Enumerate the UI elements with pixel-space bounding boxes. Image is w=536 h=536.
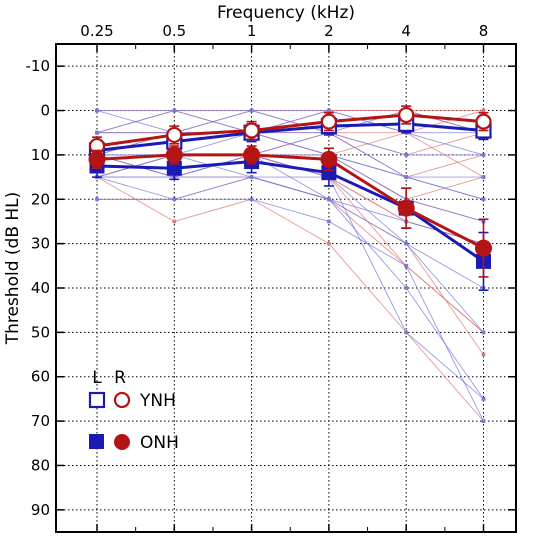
individual-left-point bbox=[327, 108, 331, 113]
ynh-right-point bbox=[398, 106, 415, 124]
y-tick-label: 80 bbox=[31, 456, 50, 474]
individual-left-point bbox=[172, 108, 177, 113]
legend-ynh-left-open-square bbox=[88, 391, 106, 409]
x-tick-label: 0.5 bbox=[162, 22, 186, 40]
x-tick-label: 2 bbox=[324, 22, 334, 40]
legend-header-right: R bbox=[114, 368, 126, 388]
legend: L R YNH ONH bbox=[88, 368, 179, 453]
onh-right-point bbox=[88, 150, 106, 168]
individual-right-line bbox=[96, 154, 484, 333]
y-tick-label: 70 bbox=[31, 412, 50, 430]
onh-right-point bbox=[320, 150, 338, 168]
individual-left-line bbox=[96, 176, 484, 400]
individual-left-line bbox=[96, 154, 484, 400]
individual-left-point bbox=[481, 419, 486, 423]
individual-right-point bbox=[172, 219, 177, 224]
ynh-right-point bbox=[320, 113, 337, 130]
y-tick-label: 60 bbox=[31, 368, 50, 386]
individual-left-line bbox=[97, 198, 484, 422]
ynh-right-point bbox=[243, 122, 260, 139]
individual-left-point bbox=[404, 175, 408, 179]
individual-left-point bbox=[404, 286, 408, 290]
individual-left-point bbox=[95, 130, 99, 135]
individual-left-point bbox=[404, 153, 408, 157]
y-tick-label: -10 bbox=[26, 57, 51, 75]
legend-onh-right-filled-circle bbox=[114, 434, 130, 450]
individual-left-point bbox=[327, 219, 331, 224]
individual-left-point bbox=[481, 197, 486, 202]
individual-left-point bbox=[95, 197, 99, 202]
individual-left-point bbox=[404, 241, 408, 246]
individual-left-point bbox=[481, 330, 486, 335]
x-tick-label: 0.25 bbox=[80, 22, 113, 40]
ynh-right-point bbox=[166, 126, 183, 144]
individual-left-point bbox=[249, 108, 254, 113]
individual-left-point bbox=[327, 197, 331, 202]
individual-left-line bbox=[96, 110, 484, 134]
onh-right-mean-line bbox=[96, 153, 485, 250]
x-axis-title: Frequency (kHz) bbox=[217, 3, 355, 23]
legend-onh-label: ONH bbox=[140, 433, 179, 453]
legend-header-left: L bbox=[92, 368, 102, 388]
y-tick-label: 90 bbox=[31, 501, 50, 519]
y-tick-label: 40 bbox=[31, 279, 50, 297]
onh-left-mean-line bbox=[96, 160, 485, 263]
onh-right-point bbox=[165, 146, 183, 164]
individual-left-point bbox=[404, 330, 408, 335]
individual-left-line bbox=[96, 110, 484, 134]
individual-right-point bbox=[326, 241, 331, 246]
y-axis-title: Threshold (dB HL) bbox=[3, 192, 23, 346]
onh-right-point bbox=[397, 199, 415, 217]
x-tick-label: 8 bbox=[479, 22, 489, 40]
y-tick-label: 50 bbox=[31, 323, 50, 341]
ynh-left-mean-line bbox=[96, 122, 484, 152]
y-tick-label: 30 bbox=[31, 235, 50, 253]
y-tick-label: 0 bbox=[40, 102, 50, 120]
x-tick-label: 1 bbox=[247, 22, 257, 40]
individual-left-point bbox=[95, 108, 99, 113]
y-tick-label: 20 bbox=[31, 190, 50, 208]
individual-left-point bbox=[249, 197, 254, 202]
individual-left-line bbox=[97, 154, 484, 245]
ynh-right-mean-line bbox=[96, 113, 484, 148]
axis-ticks: -10 0 10 20 30 40 50 60 70 80 90 0.25 0.5 1 2 4 8 bbox=[26, 22, 516, 532]
individual-left-point bbox=[481, 175, 486, 179]
ynh-right-point bbox=[475, 113, 492, 130]
mean-series bbox=[88, 105, 492, 292]
individual-left-line bbox=[97, 154, 484, 333]
onh-right-point bbox=[243, 146, 261, 164]
legend-ynh-label: YNH bbox=[139, 391, 176, 411]
onh-right-point bbox=[475, 239, 492, 257]
individual-right-line bbox=[96, 154, 484, 333]
individual-left-point bbox=[481, 153, 486, 157]
individual-left-point bbox=[172, 197, 177, 202]
legend-onh-left-filled-square bbox=[89, 434, 104, 449]
individual-left-point bbox=[249, 175, 254, 179]
x-tick-label: 4 bbox=[401, 22, 411, 40]
individual-right-point bbox=[481, 108, 486, 113]
individual-left-line bbox=[97, 110, 484, 156]
plot-frame bbox=[55, 43, 517, 533]
individual-left-point bbox=[481, 397, 486, 401]
y-tick-label: 10 bbox=[31, 146, 50, 164]
individual-right-line bbox=[96, 176, 484, 422]
legend-ynh-right-open-circle bbox=[113, 391, 131, 409]
individual-right-point bbox=[481, 352, 486, 357]
individual-left-point bbox=[404, 264, 408, 268]
